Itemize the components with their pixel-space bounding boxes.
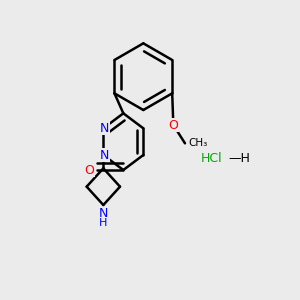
Text: H: H [99,218,107,229]
Text: O: O [84,164,94,176]
Text: N: N [100,148,110,161]
Text: HCl: HCl [201,152,223,166]
Text: CH₃: CH₃ [189,138,208,148]
Text: —H: —H [228,152,250,166]
Text: O: O [168,118,178,131]
Text: N: N [100,122,110,135]
Text: N: N [99,207,108,220]
